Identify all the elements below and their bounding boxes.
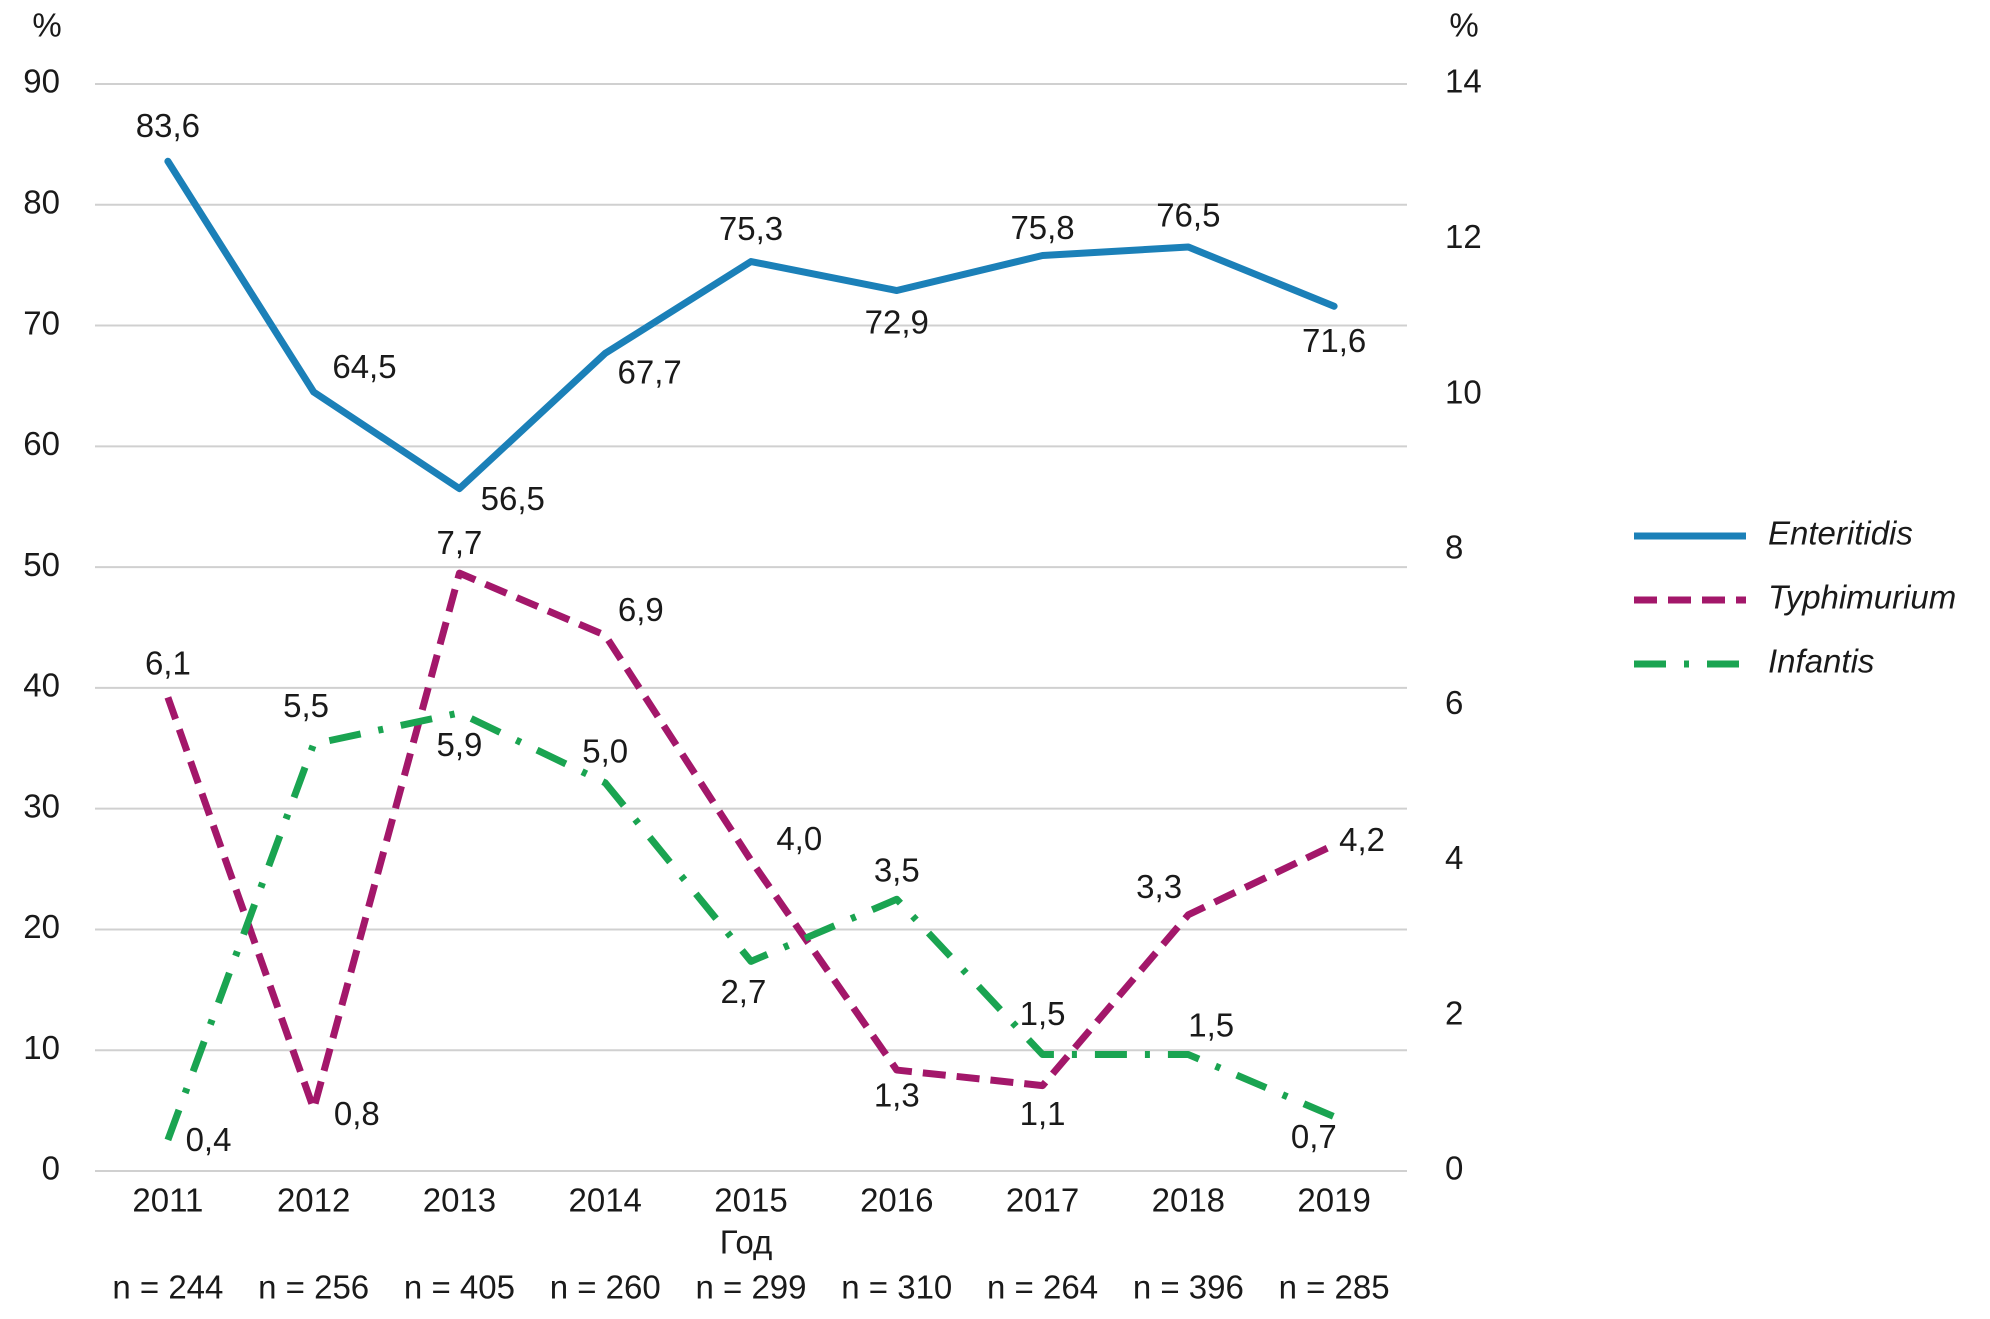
x-tick-label: 2014 xyxy=(569,1182,642,1219)
legend-text: Typhimurium xyxy=(1768,579,1956,616)
x-axis-label: Год xyxy=(720,1224,773,1261)
data-label: 56,5 xyxy=(481,480,545,517)
data-label: 5,9 xyxy=(437,726,483,763)
y-tick-label: 30 xyxy=(23,787,60,824)
y-tick-label: 90 xyxy=(23,63,60,100)
data-label: 1,3 xyxy=(874,1077,920,1114)
y-tick-label: 20 xyxy=(23,908,60,945)
data-label: 1,5 xyxy=(1188,1007,1234,1044)
y-tick-label: 70 xyxy=(23,304,60,341)
data-label: 67,7 xyxy=(618,354,682,391)
data-label: 76,5 xyxy=(1156,197,1220,234)
sample-label: n = 256 xyxy=(258,1269,369,1306)
sample-label: n = 264 xyxy=(987,1269,1098,1306)
y-tick-label: 0 xyxy=(42,1150,60,1187)
legend-text: Infantis xyxy=(1768,643,1874,680)
data-label: 4,2 xyxy=(1339,821,1385,858)
data-label: 3,5 xyxy=(874,851,920,888)
y2-tick-label: 12 xyxy=(1445,218,1482,255)
y-tick-label: 50 xyxy=(23,546,60,583)
data-label: 5,0 xyxy=(582,732,628,769)
series-line xyxy=(164,569,1336,1113)
data-label: 0,8 xyxy=(334,1095,380,1132)
sample-label: n = 285 xyxy=(1279,1269,1390,1306)
data-label: 0,7 xyxy=(1291,1118,1337,1155)
data-label: 75,8 xyxy=(1010,209,1074,246)
data-label: 1,1 xyxy=(1020,1095,1066,1132)
y-tick-label: 40 xyxy=(23,667,60,704)
data-label: 7,7 xyxy=(437,524,483,561)
y2-tick-label: 2 xyxy=(1445,994,1463,1031)
data-label: 1,5 xyxy=(1020,995,1066,1032)
y2-tick-label: 10 xyxy=(1445,373,1482,410)
data-label: 2,7 xyxy=(720,973,766,1010)
data-label: 83,6 xyxy=(136,107,200,144)
x-tick-label: 2013 xyxy=(423,1182,496,1219)
data-label: 6,9 xyxy=(618,591,664,628)
x-tick-label: 2018 xyxy=(1152,1182,1225,1219)
data-label: 0,4 xyxy=(186,1121,232,1158)
sample-label: n = 244 xyxy=(112,1269,223,1306)
y2-unit: % xyxy=(1449,7,1478,44)
y2-tick-label: 4 xyxy=(1445,839,1463,876)
sample-label: n = 310 xyxy=(841,1269,952,1306)
data-label: 71,6 xyxy=(1302,322,1366,359)
y-unit: % xyxy=(32,7,61,44)
sample-label: n = 299 xyxy=(695,1269,806,1306)
sample-label: n = 405 xyxy=(404,1269,515,1306)
data-label: 6,1 xyxy=(145,644,191,681)
y2-tick-label: 6 xyxy=(1445,684,1463,721)
data-label: 4,0 xyxy=(776,820,822,857)
y-tick-label: 10 xyxy=(23,1029,60,1066)
series-line xyxy=(164,709,1336,1142)
x-tick-label: 2019 xyxy=(1297,1182,1370,1219)
series-line xyxy=(164,157,1338,493)
x-tick-label: 2012 xyxy=(277,1182,350,1219)
data-label: 75,3 xyxy=(719,210,783,247)
data-label: 3,3 xyxy=(1136,868,1182,905)
legend-text: Enteritidis xyxy=(1768,515,1913,552)
x-tick-label: 2015 xyxy=(714,1182,787,1219)
data-label: 64,5 xyxy=(332,348,396,385)
data-label: 5,5 xyxy=(283,687,329,724)
x-tick-label: 2016 xyxy=(860,1182,933,1219)
y2-tick-label: 14 xyxy=(1445,63,1482,100)
y-tick-label: 60 xyxy=(23,425,60,462)
sample-label: n = 260 xyxy=(550,1269,661,1306)
data-label: 72,9 xyxy=(865,304,929,341)
x-tick-label: 2011 xyxy=(132,1182,203,1219)
y2-tick-label: 0 xyxy=(1445,1150,1463,1187)
x-tick-label: 2017 xyxy=(1006,1182,1079,1219)
y2-tick-label: 8 xyxy=(1445,529,1463,566)
y-tick-label: 80 xyxy=(23,183,60,220)
sample-label: n = 396 xyxy=(1133,1269,1244,1306)
